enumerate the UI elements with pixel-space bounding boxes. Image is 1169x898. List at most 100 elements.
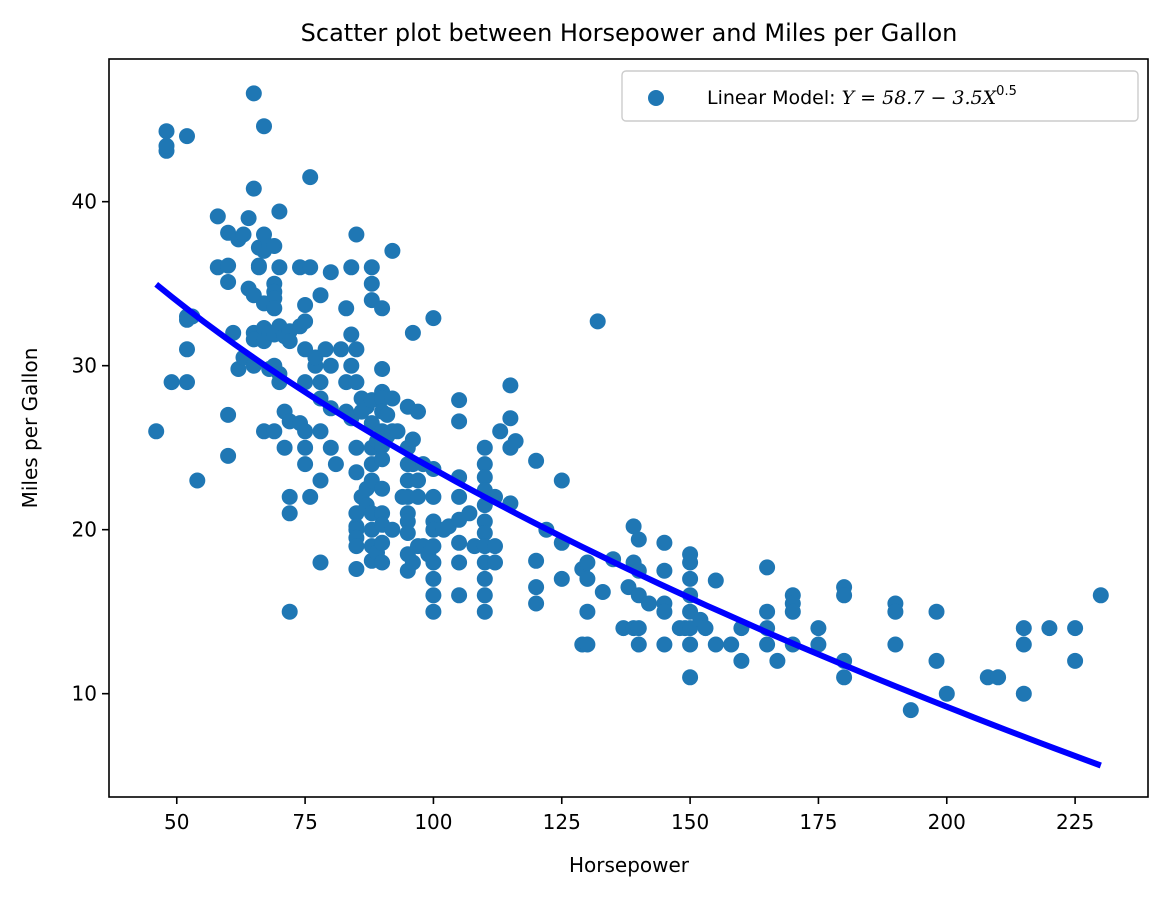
data-point (656, 562, 673, 579)
data-point (389, 423, 406, 440)
data-point (1092, 587, 1109, 604)
data-point (343, 259, 360, 276)
data-point (245, 85, 262, 102)
data-point (189, 472, 206, 489)
data-point (327, 456, 344, 473)
data-point (425, 310, 442, 327)
data-point (656, 636, 673, 653)
data-point (733, 652, 750, 669)
x-axis-ticks: 50 75 100 125 150 175 200 225 (164, 797, 1094, 834)
data-point (990, 669, 1007, 686)
plot-frame (108, 58, 1149, 798)
data-point (528, 552, 545, 569)
data-point (476, 603, 493, 620)
data-point (322, 357, 339, 374)
data-point (256, 118, 272, 135)
data-point (297, 313, 314, 330)
data-point (322, 264, 339, 281)
data-point (163, 374, 180, 391)
data-point (374, 505, 391, 522)
x-tick-label: 50 (164, 810, 189, 834)
data-point (348, 439, 365, 456)
data-point (281, 505, 298, 522)
data-point (451, 392, 468, 409)
data-point (374, 480, 391, 497)
data-point (379, 406, 396, 423)
data-point (682, 669, 699, 686)
data-point (302, 259, 319, 276)
data-point (697, 620, 714, 637)
data-point (553, 472, 570, 489)
data-point (266, 238, 283, 254)
chart-title: Scatter plot between Horsepower and Mile… (301, 19, 958, 47)
data-point (302, 169, 319, 186)
data-point (220, 274, 237, 290)
data-point (461, 505, 478, 522)
data-point (374, 361, 391, 377)
data-point (476, 469, 493, 486)
data-point (425, 603, 442, 620)
data-point (928, 652, 945, 669)
data-point (348, 226, 365, 243)
data-point (399, 525, 416, 541)
data-point (528, 579, 545, 596)
data-point (630, 531, 647, 548)
data-point (1015, 685, 1032, 702)
data-point (425, 488, 442, 505)
data-point (476, 587, 493, 604)
data-point (487, 538, 503, 555)
data-point (333, 341, 349, 358)
data-point (348, 464, 365, 481)
data-point (266, 423, 283, 440)
data-point (451, 488, 468, 505)
data-point (410, 403, 426, 420)
y-tick-label: 20 (72, 518, 97, 542)
data-point (312, 423, 329, 440)
data-point (276, 439, 293, 456)
data-point (630, 620, 647, 637)
legend-exponent: 0.5 (996, 84, 1017, 99)
x-tick-label: 75 (292, 810, 317, 834)
legend-label: Linear Model: Y = 58.7 − 3.5X0.5 (707, 84, 1017, 109)
legend-prefix: Linear Model: (707, 87, 842, 109)
data-point (158, 123, 175, 140)
data-point (363, 275, 380, 292)
data-point (148, 423, 165, 440)
data-point (209, 208, 226, 225)
data-point (384, 390, 401, 407)
data-point (902, 702, 919, 719)
y-tick-label: 30 (72, 354, 97, 378)
fit-line (154, 281, 1102, 769)
data-point (312, 287, 329, 304)
x-tick-label: 100 (414, 810, 452, 834)
data-point (348, 341, 365, 358)
data-point (374, 300, 391, 317)
data-point (271, 203, 288, 220)
y-axis-ticks: 10 20 30 40 (72, 190, 109, 706)
data-point (656, 603, 673, 620)
data-point (528, 452, 545, 469)
data-point (384, 242, 401, 259)
data-point (810, 620, 827, 637)
data-point (451, 413, 468, 430)
data-point (220, 406, 237, 423)
data-point (451, 534, 468, 551)
data-point (158, 137, 175, 154)
data-point (281, 488, 298, 505)
data-point (312, 472, 329, 489)
data-point (594, 584, 611, 600)
data-point (250, 259, 267, 276)
data-point (317, 341, 334, 358)
data-point (1015, 636, 1032, 653)
data-point (240, 210, 257, 227)
data-point (759, 559, 776, 576)
data-point (784, 603, 801, 620)
data-point (476, 439, 493, 456)
data-point (579, 554, 596, 571)
y-tick-label: 40 (72, 190, 97, 214)
legend-formula: Y = 58.7 − 3.5X (842, 87, 998, 109)
data-point (682, 636, 699, 653)
data-point (625, 518, 642, 535)
